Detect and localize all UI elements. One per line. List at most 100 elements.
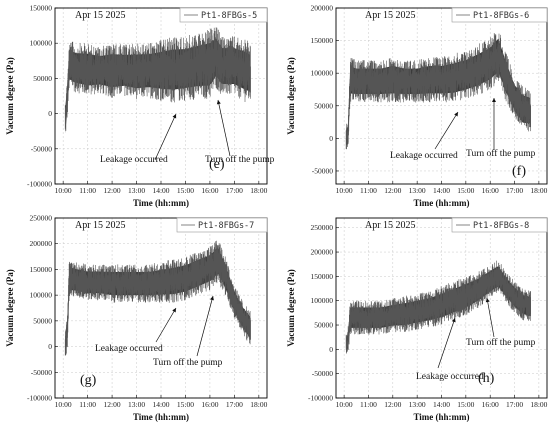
x-tick-label: 16:00 (482, 400, 499, 409)
y-tick-label: -50000 (312, 369, 333, 378)
legend-box (451, 7, 548, 23)
x-tick-label: 12:00 (384, 186, 401, 195)
y-tick-label: 250000 (30, 214, 53, 223)
x-tick-label: 15:00 (177, 186, 194, 195)
x-axis-label: Time (hh:mm) (413, 198, 469, 208)
x-tick-label: 11:00 (360, 400, 377, 409)
x-tick-label: 18:00 (530, 400, 547, 409)
x-tick-label: 12:00 (104, 400, 121, 409)
series-noise (64, 27, 251, 131)
x-tick-label: 16:00 (482, 186, 499, 195)
x-tick-label: 14:00 (152, 400, 169, 409)
y-tick-label: -50000 (31, 144, 52, 153)
y-tick-label: 200000 (30, 239, 53, 248)
x-tick-label: 15:00 (177, 400, 194, 409)
panel-label: (f) (512, 164, 526, 179)
y-tick-label: -50000 (31, 368, 52, 377)
date-label: Apr 15 2025 (75, 10, 126, 21)
y-tick-label: 0 (329, 134, 333, 143)
annotation-arrow (154, 113, 177, 161)
y-axis-label: Vacuum degree (Pa) (286, 269, 296, 347)
chart-panel-4: 10:00 11:00 12:00 13:00 14:00 15:00 16:00 17:00… (286, 217, 548, 422)
x-tick-label: 10:00 (336, 400, 353, 409)
legend-box (451, 217, 548, 233)
x-tick-label: 11:00 (79, 186, 96, 195)
annotation-text: Turn off the pump (466, 337, 536, 348)
date-label: Apr 15 2025 (75, 220, 126, 231)
x-tick-label: 16:00 (201, 400, 218, 409)
legend-box (179, 7, 268, 23)
annotation-arrowhead (216, 100, 221, 105)
y-tick-label: 100000 (30, 39, 53, 48)
y-tick-label: 150000 (30, 4, 53, 13)
y-tick-label: -50000 (312, 166, 333, 175)
x-tick-label: 12:00 (104, 186, 121, 195)
x-tick-label: 13:00 (128, 400, 145, 409)
x-tick-label: 10:00 (55, 400, 72, 409)
chart-panel-1: 10:00 11:00 12:00 13:00 14:00 15:00 16:00 17:00… (5, 4, 275, 209)
x-tick-label: 16:00 (201, 186, 218, 195)
annotation-text: Turn off the pump (466, 148, 536, 159)
legend-entry: Pt1-8FBGs-5 (201, 11, 257, 21)
y-tick-label: 0 (48, 342, 52, 351)
annotation-text: Turn off the pump (205, 154, 275, 165)
series-band (64, 27, 251, 134)
x-tick-label: 17:00 (506, 186, 523, 195)
legend-entry: Pt1-8FBGs-7 (198, 221, 254, 231)
y-tick-label: 50000 (33, 74, 52, 83)
x-tick-label: 17:00 (226, 186, 243, 195)
x-tick-label: 18:00 (250, 400, 267, 409)
y-tick-label: -100000 (27, 394, 52, 403)
panel-label: (g) (80, 373, 97, 388)
legend: Pt1-8FBGs-6 (451, 7, 548, 23)
annotation-arrowhead (451, 318, 456, 323)
x-tick-label: 10:00 (336, 186, 353, 195)
x-tick-label: 14:00 (433, 186, 450, 195)
annotation-arrow (196, 295, 214, 357)
series-band (345, 260, 531, 355)
y-tick-label: 150000 (30, 265, 53, 274)
x-tick-label: 14:00 (433, 400, 450, 409)
annotation-arrowhead (492, 98, 496, 102)
y-tick-label: -100000 (308, 394, 333, 403)
y-axis-label: Vacuum degree (Pa) (5, 57, 15, 135)
annotation-text: Leakage occurred (390, 151, 458, 161)
legend: Pt1-8FBGs-5 (179, 7, 268, 23)
y-tick-label: 50000 (314, 101, 333, 110)
annotation-arrow (217, 99, 231, 157)
annotation-arrow (155, 307, 177, 343)
series-noise (345, 260, 531, 352)
legend-entry: Pt1-8FBGs-8 (473, 221, 529, 231)
series-band (345, 33, 531, 150)
x-tick-label: 13:00 (128, 186, 145, 195)
y-tick-label: 100000 (30, 291, 53, 300)
legend: Pt1-8FBGs-7 (176, 217, 268, 233)
annotation-arrowhead (485, 298, 490, 303)
series-noise (345, 33, 531, 150)
date-label: Apr 15 2025 (365, 10, 416, 21)
x-axis-label: Time (hh:mm) (133, 198, 189, 208)
annotation-text: Turn off the pump (153, 357, 223, 368)
x-tick-label: 17:00 (226, 400, 243, 409)
x-axis-label: Time (hh:mm) (413, 412, 469, 422)
x-tick-label: 14:00 (152, 186, 169, 195)
x-tick-label: 13:00 (409, 186, 426, 195)
x-tick-label: 17:00 (506, 400, 523, 409)
legend-entry: Pt1-8FBGs-6 (473, 11, 529, 21)
annotation-arrowhead (172, 308, 176, 313)
y-axis-label: Vacuum degree (Pa) (286, 57, 296, 135)
date-label: Apr 15 2025 (365, 220, 416, 231)
panel-label: (e) (209, 157, 225, 172)
x-tick-label: 18:00 (530, 186, 547, 195)
annotation-text: Leakage occurred (100, 155, 168, 165)
y-tick-label: 200000 (311, 248, 334, 257)
series-band (64, 240, 251, 356)
annotation-arrowhead (210, 296, 214, 301)
annotation-arrow (437, 317, 456, 369)
x-tick-label: 15:00 (457, 400, 474, 409)
x-tick-label: 15:00 (457, 186, 474, 195)
x-tick-label: 12:00 (384, 400, 401, 409)
annotation-text: Leakage occurred (95, 344, 163, 354)
annotation-arrow (434, 111, 459, 150)
